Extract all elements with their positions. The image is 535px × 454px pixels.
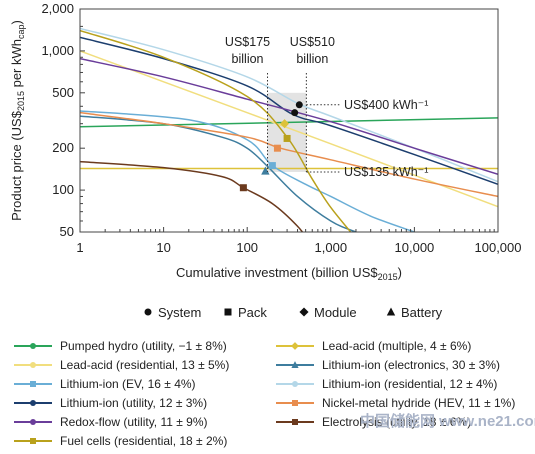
annotations: US$175 billion US$510 billion US$400 kWh⁻¹ US… xyxy=(225,35,428,179)
axes: 1 10 100 1,000 10,000 100,000 50 100 200 500 1,000… xyxy=(9,1,522,282)
marker-legend-symbol-1 xyxy=(224,308,232,316)
legend-label-3: Lithium-ion (electronics, 30 ± 3%) xyxy=(322,358,500,372)
legend-marker-4 xyxy=(30,381,36,387)
legend-marker-8 xyxy=(30,419,36,425)
data-marker-7 xyxy=(239,184,247,192)
marker-legend-label-3: Battery xyxy=(401,305,443,320)
legend-marker-2 xyxy=(30,362,36,368)
y-tick-label-2: 200 xyxy=(52,140,74,155)
data-marker-5 xyxy=(268,162,276,170)
marker-type-legend: System Pack Module Battery xyxy=(144,305,443,320)
y-tick-label-0: 50 xyxy=(60,224,74,239)
plot-frame xyxy=(79,8,499,233)
y-tick-label-5: 2,000 xyxy=(41,1,74,16)
data-marker-2 xyxy=(283,134,291,142)
watermark: 中国储能网 www.ne21.com xyxy=(360,412,535,430)
x-axis-title: Cumulative investment (billion US$2015) xyxy=(176,265,402,282)
x-tick-label-1: 10 xyxy=(156,240,170,255)
legend-label-2: Lead-acid (residential, 13 ± 5%) xyxy=(60,358,229,372)
plot-area xyxy=(80,27,498,232)
legend-label-6: Lithium-ion (utility, 12 ± 3%) xyxy=(60,396,207,410)
marker-legend-symbol-0 xyxy=(144,308,152,316)
inv-low-line2: billion xyxy=(232,52,264,66)
y-tick-label-3: 500 xyxy=(52,85,74,100)
marker-legend-label-0: System xyxy=(158,305,201,320)
series-line-2 xyxy=(80,50,498,208)
y-axis-title: Product price (US$2015 per kWhcap) xyxy=(9,20,26,221)
legend-marker-0 xyxy=(30,343,36,349)
y-tick-label-1: 100 xyxy=(52,182,74,197)
data-marker-3 xyxy=(280,119,290,129)
legend-label-0: Pumped hydro (utility, −1 ± 8%) xyxy=(60,339,227,353)
series-line-9 xyxy=(80,160,304,232)
inv-high-line1: US$510 xyxy=(290,35,335,49)
legend-marker-10 xyxy=(30,438,36,444)
inv-high-line2: billion xyxy=(296,52,328,66)
marker-legend-symbol-3 xyxy=(386,307,396,316)
legend-label-9: Electrolysis (utility, 18 ± 6%) xyxy=(322,415,471,429)
legend-marker-5 xyxy=(292,381,298,387)
series-line-8 xyxy=(80,57,498,175)
legend-marker-3 xyxy=(291,361,299,368)
inv-low-line1: US$175 xyxy=(225,35,270,49)
legend-label-8: Redox-flow (utility, 11 ± 9%) xyxy=(60,415,208,429)
series-line-4 xyxy=(80,110,415,232)
legend-marker-7 xyxy=(292,400,298,406)
legend-label-5: Lithium-ion (residential, 12 ± 4%) xyxy=(322,377,497,391)
legend-label-1: Lead-acid (multiple, 4 ± 6%) xyxy=(322,339,471,353)
data-marker-4 xyxy=(273,144,281,152)
data-marker-0 xyxy=(291,109,299,117)
legend-marker-6 xyxy=(30,400,36,406)
x-tick-label-2: 100 xyxy=(236,240,258,255)
series-line-0 xyxy=(80,117,498,128)
series-legend: Pumped hydro (utility, −1 ± 8%) Lead-acid… xyxy=(14,339,515,448)
y-tick-label-4: 1,000 xyxy=(41,43,74,58)
price-high-label: US$400 kWh⁻¹ xyxy=(344,98,428,112)
data-marker-1 xyxy=(295,101,303,109)
marker-legend-symbol-2 xyxy=(299,307,309,317)
legend-marker-1 xyxy=(291,342,299,350)
series-line-10 xyxy=(80,29,352,232)
price-low-label: US$135 kWh⁻¹ xyxy=(344,165,428,179)
legend-label-4: Lithium-ion (EV, 16 ± 4%) xyxy=(60,377,196,391)
marker-legend-label-2: Module xyxy=(314,305,357,320)
x-tick-label-3: 1,000 xyxy=(315,240,348,255)
legend-marker-9 xyxy=(292,419,298,425)
x-tick-label-0: 1 xyxy=(76,240,83,255)
legend-label-7: Nickel-metal hydride (HEV, 11 ± 1%) xyxy=(322,396,515,410)
x-tick-label-5: 100,000 xyxy=(475,240,522,255)
marker-legend-label-1: Pack xyxy=(238,305,267,320)
legend-label-10: Fuel cells (residential, 18 ± 2%) xyxy=(60,434,227,448)
x-tick-label-4: 10,000 xyxy=(395,240,435,255)
data-marker-6 xyxy=(261,166,270,175)
